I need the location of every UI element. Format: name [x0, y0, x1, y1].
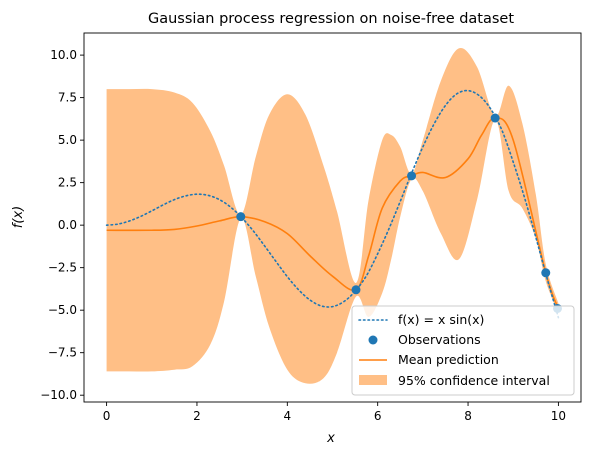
x-tick-label: 4	[283, 409, 291, 423]
confidence-interval-area	[106, 47, 559, 384]
y-tick-label: −2.5	[48, 261, 77, 275]
legend-mean-prediction-label: Mean prediction	[398, 352, 499, 367]
legend: f(x) = x sin(x) Observations Mean predic…	[351, 305, 575, 396]
true-function-line	[105, 89, 560, 319]
chart-title: Gaussian process regression on noise-fre…	[148, 11, 514, 27]
plot-frame	[83, 32, 582, 403]
y-tick-label: −5.0	[48, 303, 77, 317]
legend-confidence-swatch	[359, 375, 387, 385]
x-tick-label: 6	[374, 409, 382, 423]
x-axis-ticks: 0 2 4 6 8 10	[103, 402, 566, 423]
y-tick-label: 2.5	[58, 176, 77, 190]
legend-observations-label: Observations	[398, 332, 481, 347]
y-axis-ticks: −10.0 −7.5 −5.0 −2.5 0.0 2.5 5.0 7.5 10.0	[40, 48, 84, 402]
x-tick-label: 0	[103, 409, 111, 423]
x-tick-label: 2	[193, 409, 201, 423]
observation-point	[541, 268, 551, 278]
legend-confidence-label: 95% confidence interval	[398, 373, 550, 388]
y-tick-label: −10.0	[40, 388, 77, 402]
observation-point	[351, 285, 361, 295]
mean-prediction-layer	[106, 117, 560, 309]
y-tick-label: 7.5	[58, 91, 77, 105]
observation-point	[490, 113, 500, 123]
legend-frame	[351, 305, 575, 396]
y-tick-label: 5.0	[58, 133, 77, 147]
x-tick-label: 10	[551, 409, 566, 423]
x-tick-label: 8	[464, 409, 472, 423]
observation-point	[236, 212, 246, 222]
legend-observations-swatch	[368, 335, 378, 345]
y-tick-label: 10.0	[50, 48, 77, 62]
true-function-layer	[105, 89, 560, 319]
legend-true-function-label: f(x) = x sin(x)	[398, 312, 484, 327]
x-axis-label: x	[326, 431, 335, 446]
y-axis-label: f(x)	[11, 206, 26, 228]
observation-point	[407, 171, 417, 181]
y-tick-label: 0.0	[58, 218, 77, 232]
mean-prediction-line	[106, 117, 560, 309]
confidence-band	[106, 47, 559, 384]
y-tick-label: −7.5	[48, 346, 77, 360]
